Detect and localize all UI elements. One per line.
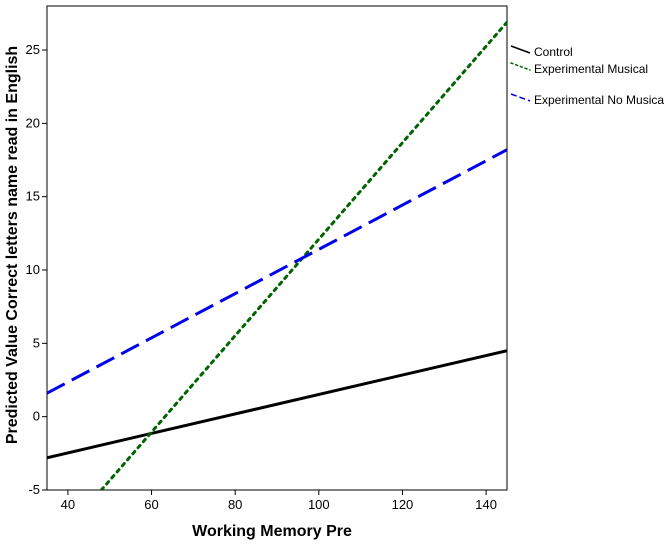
legend-swatch	[510, 93, 531, 102]
legend-label: Control	[534, 45, 573, 59]
legend-label: Experimental No Musical	[534, 93, 664, 107]
x-tick-label: 140	[475, 497, 497, 512]
legend-swatch	[510, 45, 531, 54]
y-tick-label: 5	[33, 335, 40, 350]
y-tick-label: 0	[33, 409, 40, 424]
y-tick-label: 15	[26, 189, 40, 204]
series-line-3	[47, 148, 507, 395]
plot-frame	[46, 5, 508, 491]
x-tick-label: 80	[228, 497, 242, 512]
y-axis-title: Predicted Value Correct letters name rea…	[4, 46, 21, 444]
x-tick-label: 120	[392, 497, 414, 512]
x-tick-label: 100	[308, 497, 330, 512]
x-axis-title: Working Memory Pre	[192, 523, 352, 540]
x-tick-label: 40	[61, 497, 75, 512]
y-tick-label: -5	[28, 482, 40, 497]
y-tick-label: 25	[26, 42, 40, 57]
y-tick-label: 20	[26, 115, 40, 130]
legend-swatch	[510, 62, 531, 71]
y-tick-label: 10	[26, 262, 40, 277]
x-tick-label: 60	[144, 497, 158, 512]
series-line-1	[47, 349, 507, 460]
legend-label: Experimental Musical	[534, 62, 648, 76]
series-line-2	[99, 20, 507, 490]
